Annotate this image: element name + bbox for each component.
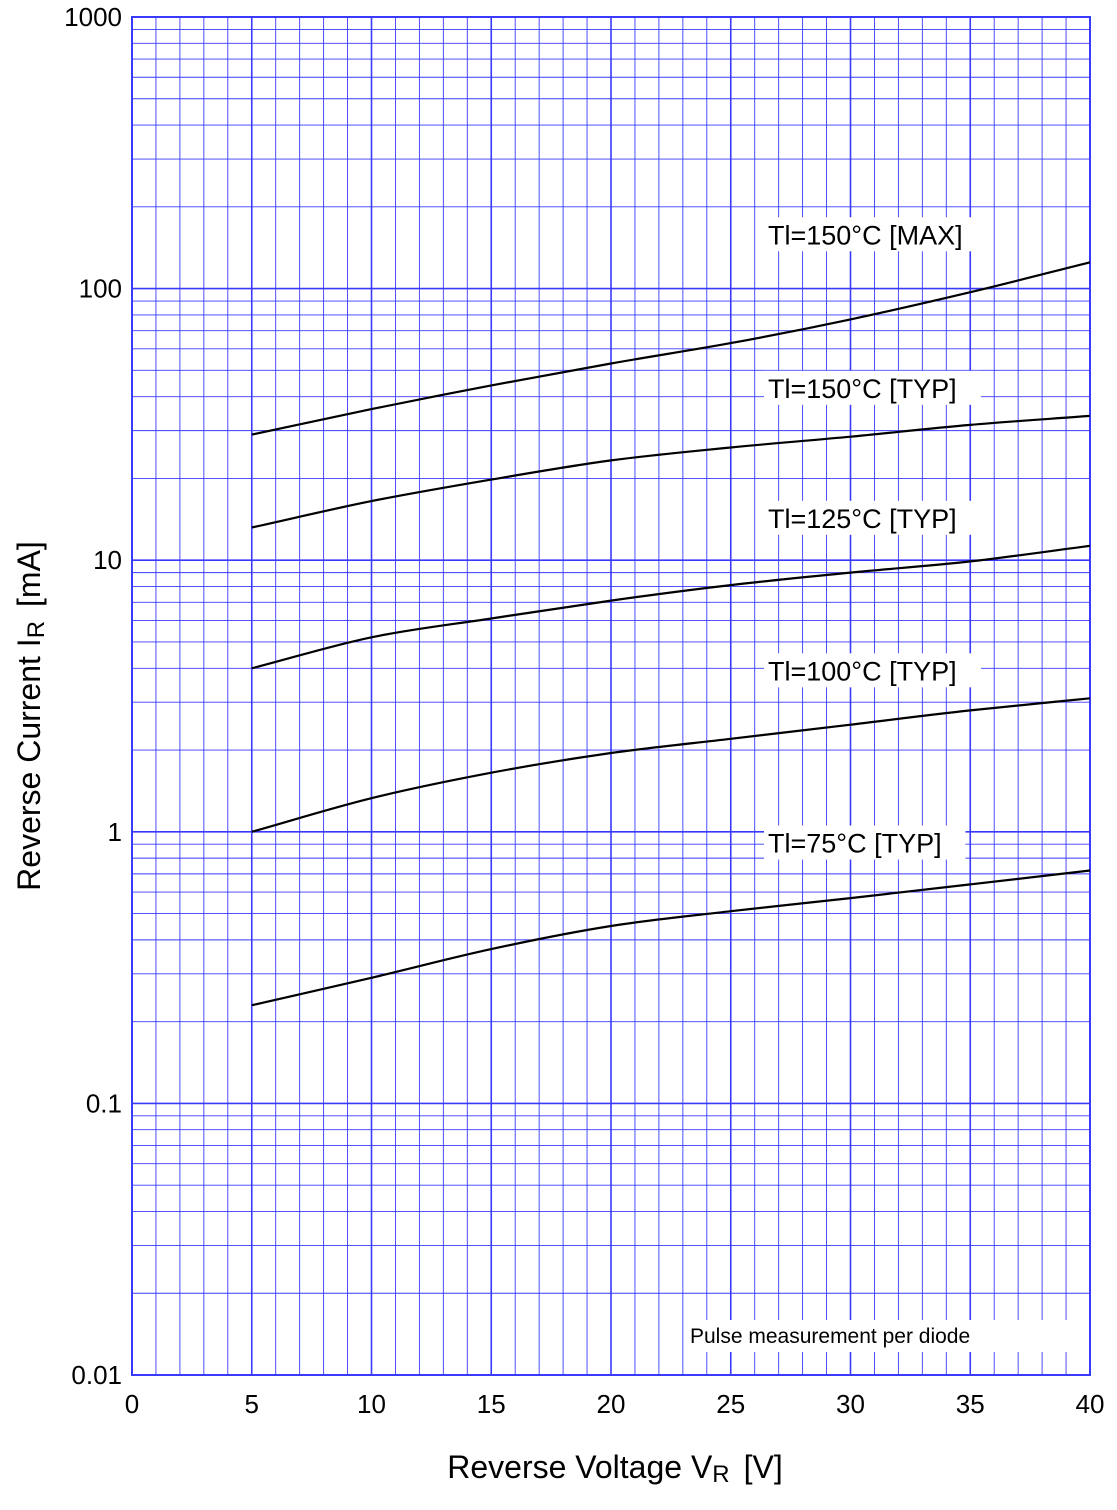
y-axis-title: Reverse Current IR [mA]	[11, 541, 50, 891]
series-label-5: Tl=75°C [TYP]	[768, 829, 942, 859]
series-label-4: Tl=100°C [TYP]	[768, 656, 957, 686]
grid	[132, 17, 1090, 1375]
x-tick-label: 0	[125, 1389, 139, 1419]
series-label-3: Tl=125°C [TYP]	[768, 504, 957, 534]
x-axis-title-main: Reverse Voltage V	[447, 1449, 713, 1485]
series-label-background	[764, 500, 981, 535]
series-line-4	[251, 697, 1091, 833]
x-tick-label: 30	[836, 1389, 865, 1419]
series-line-1	[251, 261, 1091, 436]
y-tick-label: 10	[93, 545, 122, 575]
y-axis-title-unit: [mA]	[11, 541, 47, 607]
x-tick-label: 10	[357, 1389, 386, 1419]
y-tick-label: 1000	[64, 2, 122, 32]
y-tick-label: 0.01	[71, 1360, 122, 1390]
series-label-1: Tl=150°C [MAX]	[768, 220, 963, 250]
series-labels: Tl=150°C [MAX] Tl=150°C [TYP] Tl=125°C [TY…	[764, 217, 981, 860]
x-tick-label: 15	[477, 1389, 506, 1419]
y-tick-labels: 0.01 0.1 1 10 100 1000	[64, 2, 122, 1390]
series-label-background	[764, 825, 966, 860]
x-tick-labels: 0 5 10 15 20 25 30 35 40	[125, 1389, 1105, 1419]
x-tick-label: 40	[1076, 1389, 1105, 1419]
x-tick-label: 35	[956, 1389, 985, 1419]
y-axis-title-main: Reverse Current I	[11, 638, 47, 891]
x-tick-label: 25	[716, 1389, 745, 1419]
y-axis-title-subscript: R	[23, 621, 50, 638]
series-line-2	[251, 414, 1091, 529]
series-label-2: Tl=150°C [TYP]	[768, 374, 957, 404]
x-axis-title: Reverse Voltage VR [V]	[447, 1449, 783, 1488]
y-tick-label: 0.1	[86, 1088, 122, 1118]
y-tick-label: 1	[108, 817, 122, 847]
x-tick-label: 20	[597, 1389, 626, 1419]
x-axis-title-unit: [V]	[744, 1449, 783, 1485]
x-tick-label: 5	[245, 1389, 259, 1419]
series-label-background	[764, 217, 981, 252]
plot-frame	[131, 16, 1091, 1376]
x-axis-title-subscript: R	[712, 1461, 729, 1488]
y-tick-label: 100	[79, 274, 122, 304]
series-label-background	[764, 653, 981, 688]
series-label-background	[764, 370, 981, 405]
note-background	[684, 1320, 1069, 1352]
series-line-3	[251, 544, 1091, 670]
measurement-note: Pulse measurement per diode	[690, 1325, 970, 1348]
series-lines	[251, 261, 1091, 1007]
series-line-5	[251, 869, 1091, 1007]
